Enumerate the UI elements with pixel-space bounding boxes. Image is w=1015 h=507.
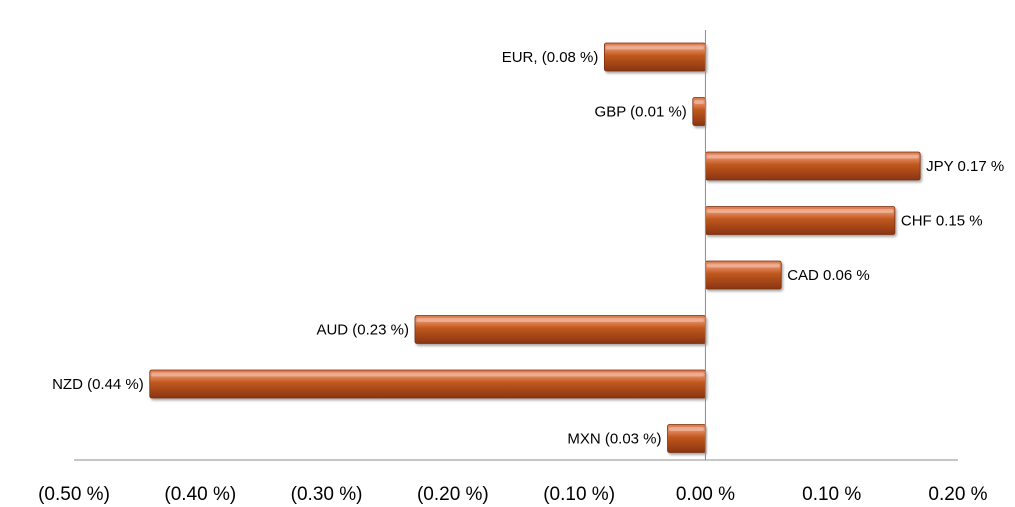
bar-highlight-chf <box>706 209 894 213</box>
bar-highlight-eur <box>605 45 704 50</box>
bar-highlight-nzd <box>151 372 704 377</box>
bar-highlight-jpy <box>706 154 919 159</box>
data-label-jpy: JPY 0.17 % <box>926 158 1004 175</box>
data-label-eur: EUR, (0.08 %) <box>502 49 599 66</box>
x-tick-label: (0.40 %) <box>164 484 236 505</box>
x-tick-label: (0.10 %) <box>543 484 615 505</box>
bars-layer <box>149 42 921 453</box>
x-tick-label: (0.50 %) <box>38 484 110 505</box>
x-axis-ticks: (0.50 %) (0.40 %) (0.30 %) (0.20 %) (0.10 %)… <box>38 484 988 505</box>
x-tick-label: (0.20 %) <box>417 484 489 505</box>
data-label-mxn: MXN (0.03 %) <box>567 431 661 448</box>
data-label-aud: AUD (0.23 %) <box>316 322 409 339</box>
x-tick-label: 0.10 % <box>802 484 861 505</box>
data-label-cad: CAD 0.06 % <box>787 267 870 284</box>
bar-highlight-gbp <box>694 100 704 104</box>
data-label-nzd: NZD (0.44 %) <box>52 376 144 393</box>
bar-highlight-aud <box>416 318 704 322</box>
x-tick-label: 0.20 % <box>928 484 987 505</box>
x-tick-label: (0.30 %) <box>291 484 363 505</box>
labels-layer: EUR, (0.08 %) GBP (0.01 %) JPY 0.17 % CHF 0… <box>52 49 1004 448</box>
data-label-chf: CHF 0.15 % <box>901 213 983 230</box>
bar-highlight-mxn <box>669 427 704 431</box>
axes-layer <box>74 30 958 461</box>
x-tick-label: 0.00 % <box>676 484 735 505</box>
data-label-gbp: GBP (0.01 %) <box>595 104 687 121</box>
bar-highlight-cad <box>706 263 780 268</box>
